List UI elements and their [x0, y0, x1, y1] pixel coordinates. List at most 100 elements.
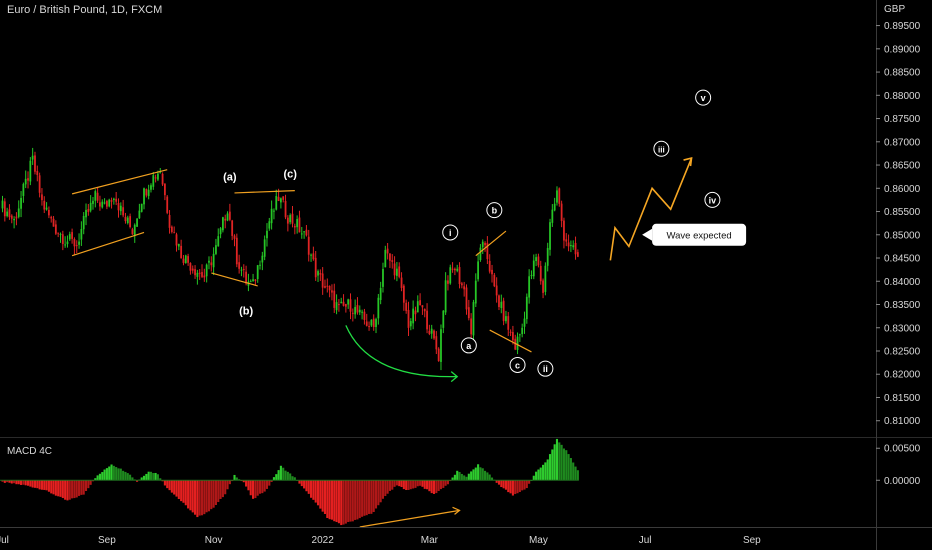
macd-bar — [416, 480, 419, 487]
macd-bar — [572, 462, 575, 481]
candle-body — [115, 198, 118, 202]
macd-bar — [542, 464, 545, 481]
wave-label-circle — [704, 191, 721, 208]
candle-body — [460, 283, 463, 286]
candle-body — [312, 253, 315, 260]
candle-body — [521, 327, 524, 335]
macd-bar — [314, 480, 317, 503]
macd-bar — [548, 454, 552, 481]
candle-body — [437, 348, 440, 362]
macd-bar — [481, 468, 484, 481]
candle-body — [375, 319, 377, 327]
candle-body — [280, 198, 282, 203]
macd-bar — [419, 480, 422, 486]
callout-box — [652, 223, 747, 246]
macd-bar — [180, 480, 183, 502]
candle-body — [277, 196, 280, 202]
macd-bar — [24, 480, 27, 486]
candle-body — [92, 200, 94, 204]
macd-bar — [516, 480, 519, 494]
callout-text: Wave expected — [667, 230, 732, 241]
channel-top-line — [71, 169, 168, 195]
candle-body — [409, 321, 412, 327]
macd-bar — [349, 480, 352, 522]
candle-body — [491, 269, 493, 275]
candle-body — [226, 213, 229, 221]
candle-body — [140, 203, 143, 212]
macd-bar — [152, 473, 155, 481]
candle-body — [210, 262, 213, 266]
currency-label: GBP — [884, 4, 906, 15]
macd-bar — [458, 471, 461, 481]
candle-body — [108, 199, 111, 207]
macd-bar — [270, 480, 273, 482]
candle-body — [358, 309, 361, 313]
macd-bar — [110, 464, 113, 481]
macd-bar — [528, 480, 531, 484]
macd-bar — [82, 480, 85, 495]
candle-body — [535, 257, 537, 261]
candle-body — [502, 300, 505, 322]
macd-bar — [242, 480, 245, 483]
candle-body — [551, 209, 554, 223]
candle-body — [219, 228, 222, 235]
macd-bar — [562, 448, 565, 481]
candle-body — [530, 275, 533, 277]
price-tick-label: 0.83000 — [884, 323, 921, 334]
candle-body — [574, 242, 577, 255]
candle-body — [263, 239, 266, 257]
candle-body — [537, 256, 540, 266]
candle-body — [303, 231, 305, 233]
macd-divergence-arrowhead — [452, 506, 461, 515]
macd-bar — [460, 473, 463, 481]
candle-body — [342, 301, 345, 306]
candle-body — [307, 236, 310, 255]
macd-bar — [298, 480, 301, 484]
macd-bar — [36, 480, 39, 489]
wave-label: iii — [658, 145, 665, 154]
macd-bar — [456, 470, 459, 481]
candle-body — [61, 234, 64, 245]
candle-body — [493, 274, 496, 287]
candle-body — [57, 232, 60, 234]
candle-body — [17, 208, 20, 217]
macd-bar — [119, 468, 122, 481]
macd-bar — [291, 476, 294, 481]
macd-bar — [523, 480, 526, 490]
candle-body — [103, 202, 106, 204]
macd-bar — [64, 480, 67, 500]
candle-body — [556, 190, 558, 203]
macd-bar — [203, 480, 206, 515]
macd-bar — [219, 480, 222, 499]
decline-curve-arrowhead — [450, 371, 459, 383]
price-tick-label: 0.84500 — [884, 254, 921, 265]
candle-body — [523, 318, 526, 327]
macd-tick-label: 0.00000 — [884, 476, 921, 487]
candle-body — [152, 175, 155, 187]
wave-a-c-line — [234, 190, 295, 194]
macd-bar — [414, 480, 417, 488]
macd-bar — [182, 480, 185, 503]
macd-bar — [361, 480, 364, 517]
macd-bar — [507, 480, 510, 493]
macd-bar — [275, 474, 278, 481]
macd-bar — [73, 480, 76, 499]
wave-label-circle — [695, 89, 712, 106]
price-tick-label: 0.86000 — [884, 184, 921, 195]
candle-body — [96, 192, 99, 201]
macd-bar — [31, 480, 34, 488]
candle-body — [386, 248, 389, 254]
macd-bar — [370, 480, 373, 514]
wave-label-circle — [460, 337, 477, 354]
candle-body — [94, 191, 97, 201]
wave-i-b-line — [475, 230, 507, 257]
candle-body — [182, 258, 185, 263]
candle-body — [419, 300, 421, 306]
candle-body — [177, 243, 180, 247]
candle-body — [326, 285, 329, 287]
macd-bar — [26, 480, 30, 486]
candle-body — [370, 319, 373, 326]
macd-bar — [54, 480, 57, 496]
macd-bar — [282, 467, 285, 481]
macd-bar — [358, 480, 361, 519]
